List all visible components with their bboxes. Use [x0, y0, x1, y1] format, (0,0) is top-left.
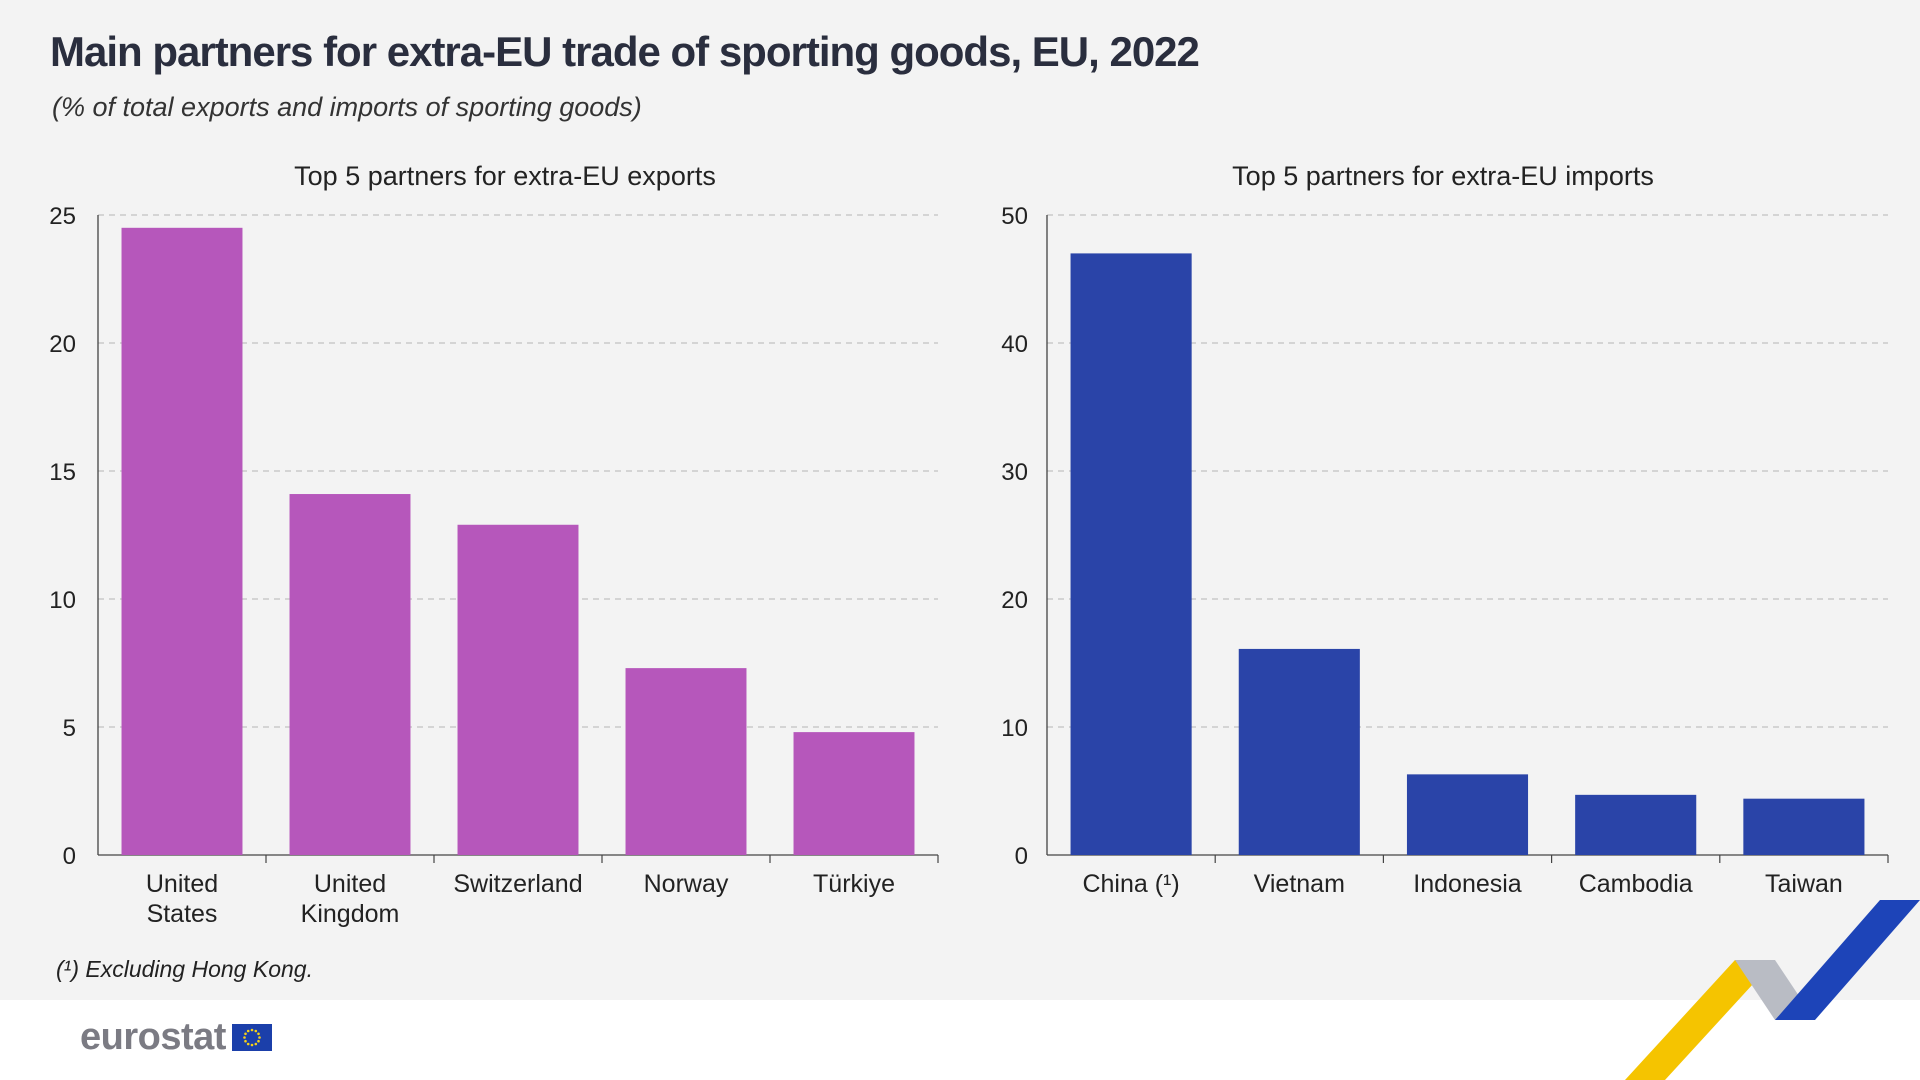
exports-y-tick-label: 15	[49, 459, 76, 486]
imports-y-tick-label: 10	[1001, 715, 1028, 742]
logo-text: eurostat	[80, 1016, 226, 1058]
imports-category-label: Vietnam	[1254, 870, 1345, 898]
exports-y-tick-label: 10	[49, 587, 76, 614]
exports-bar	[793, 732, 915, 855]
exports-y-tick-label: 0	[63, 843, 76, 870]
exports-bar	[289, 494, 411, 855]
exports-category-label: Norway	[644, 870, 729, 898]
eurostat-logo: eurostat	[80, 1016, 272, 1059]
imports-category-label: Indonesia	[1413, 870, 1522, 898]
imports-bar	[1238, 648, 1360, 855]
imports-bar	[1575, 794, 1697, 855]
exports-category-label: States	[147, 900, 218, 928]
exports-y-tick-label: 5	[63, 715, 76, 742]
exports-y-tick-label: 20	[49, 331, 76, 358]
page-title: Main partners for extra-EU trade of spor…	[50, 28, 1200, 75]
exports-y-tick-label: 25	[49, 203, 76, 230]
page-subtitle: (% of total exports and imports of sport…	[52, 92, 642, 122]
exports-bar	[457, 524, 579, 855]
imports-y-tick-label: 30	[1001, 459, 1028, 486]
imports-bar	[1743, 798, 1865, 855]
imports-chart-title: Top 5 partners for extra-EU imports	[1232, 161, 1654, 191]
footer-bar	[0, 1000, 1920, 1080]
imports-y-tick-label: 40	[1001, 331, 1028, 358]
charts-canvas: Top 5 partners for extra-EU exports 0 5 10 1…	[49, 161, 1889, 928]
eu-flag-icon	[231, 1024, 272, 1051]
imports-category-label: Taiwan	[1765, 870, 1843, 898]
exports-chart-title: Top 5 partners for extra-EU exports	[294, 161, 716, 191]
exports-bar	[121, 227, 243, 856]
imports-bar	[1070, 253, 1192, 855]
imports-bar	[1406, 774, 1529, 855]
exports-category-label: Türkiye	[813, 870, 895, 898]
footnote: (¹) Excluding Hong Kong.	[56, 956, 313, 982]
exports-category-label: United	[314, 870, 386, 898]
imports-y-tick-label: 20	[1001, 587, 1028, 614]
exports-category-label: United	[146, 870, 218, 898]
exports-bar	[625, 668, 747, 855]
imports-y-tick-label: 50	[1001, 203, 1028, 230]
exports-category-label: Kingdom	[301, 900, 400, 928]
imports-y-tick-label: 0	[1015, 843, 1028, 870]
imports-category-label: China (¹)	[1082, 870, 1179, 898]
exports-category-label: Switzerland	[453, 870, 582, 898]
imports-category-label: Cambodia	[1579, 870, 1693, 898]
